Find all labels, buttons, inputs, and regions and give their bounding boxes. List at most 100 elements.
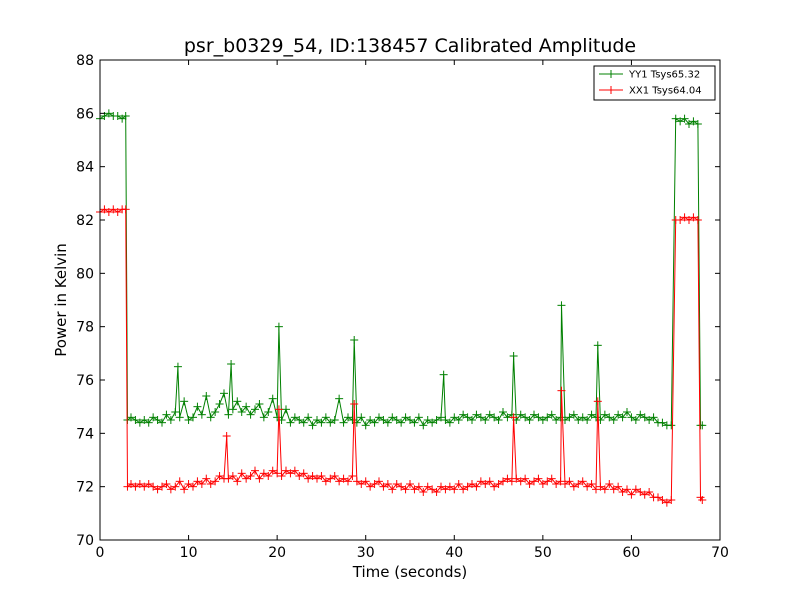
data-point — [220, 389, 228, 398]
data-point — [224, 410, 233, 419]
data-point — [680, 114, 689, 123]
data-point — [246, 410, 255, 419]
data-point — [583, 482, 592, 491]
data-point — [295, 416, 304, 424]
data-point — [494, 416, 503, 424]
data-point — [547, 474, 556, 483]
data-point — [274, 405, 283, 414]
data-point — [593, 397, 602, 406]
data-point — [215, 472, 224, 480]
data-point — [171, 482, 180, 491]
data-point — [350, 336, 359, 344]
data-point — [379, 482, 388, 491]
data-point — [197, 410, 206, 419]
data-point — [246, 472, 255, 480]
data-point — [189, 482, 197, 491]
data-point — [135, 418, 144, 427]
data-point — [113, 112, 122, 120]
data-point — [344, 477, 352, 486]
data-point — [180, 397, 189, 406]
data-point — [313, 416, 321, 424]
data-point — [383, 480, 392, 488]
data-point — [339, 418, 348, 427]
data-point — [596, 482, 605, 491]
data-point — [445, 418, 454, 427]
data-point — [144, 418, 153, 427]
data-point — [233, 477, 242, 486]
data-point — [166, 485, 175, 494]
x-axis-label: Time (seconds) — [352, 563, 468, 581]
data-point — [153, 485, 162, 494]
data-point — [454, 480, 463, 488]
data-point — [100, 205, 109, 214]
data-point — [304, 474, 313, 483]
data-point — [507, 477, 516, 486]
data-point — [640, 413, 649, 422]
data-point — [689, 117, 698, 126]
data-point — [516, 477, 525, 486]
data-point — [512, 474, 521, 483]
data-point — [468, 416, 476, 424]
data-point — [121, 205, 130, 214]
data-point — [348, 472, 357, 480]
data-point — [437, 482, 445, 491]
data-point — [211, 477, 220, 486]
data-point — [658, 496, 667, 504]
data-point — [206, 480, 215, 488]
data-point — [636, 410, 645, 419]
data-point — [428, 485, 437, 494]
data-point — [406, 416, 414, 424]
data-point — [557, 386, 566, 395]
data-point — [605, 480, 614, 488]
data-point — [439, 370, 448, 379]
data-point — [149, 482, 158, 491]
data-point — [530, 477, 538, 486]
y-tick-label: 88 — [76, 53, 94, 69]
data-point — [547, 410, 556, 419]
data-point — [375, 413, 383, 422]
data-point — [264, 472, 273, 480]
x-tick-label: 20 — [268, 545, 286, 561]
data-point — [215, 400, 224, 408]
data-point — [321, 413, 330, 422]
data-point — [521, 413, 530, 422]
data-point — [366, 416, 375, 424]
data-point — [109, 205, 118, 214]
x-axis: 0 10 20 30 40 50 60 70 — [96, 60, 729, 561]
data-point — [189, 413, 197, 422]
data-point — [379, 416, 388, 424]
data-point — [104, 109, 113, 118]
data-point — [357, 413, 366, 422]
data-point — [459, 410, 468, 419]
data-point — [525, 480, 534, 488]
data-point — [361, 421, 370, 430]
data-point — [255, 400, 264, 408]
data-point — [627, 413, 636, 422]
y-tick-label: 80 — [76, 266, 94, 282]
data-point — [184, 480, 193, 488]
data-point — [587, 480, 596, 488]
data-point — [237, 469, 246, 478]
data-point — [304, 413, 313, 422]
data-point — [574, 416, 583, 424]
data-point — [414, 413, 423, 422]
data-point — [623, 408, 631, 416]
data-point — [286, 418, 295, 427]
data-point — [273, 469, 282, 478]
data-point — [614, 482, 623, 491]
data-point — [131, 416, 140, 424]
data-point — [127, 413, 135, 422]
data-point — [193, 402, 202, 411]
data-point — [556, 477, 565, 486]
data-point — [335, 477, 344, 486]
data-point — [392, 480, 401, 488]
data-point — [605, 413, 614, 422]
data-point — [197, 480, 206, 488]
data-point — [534, 474, 543, 483]
data-point — [162, 410, 171, 419]
data-point — [295, 472, 304, 480]
data-point — [481, 416, 490, 424]
data-point — [255, 474, 264, 483]
data-point — [654, 493, 662, 502]
data-point — [534, 413, 543, 422]
